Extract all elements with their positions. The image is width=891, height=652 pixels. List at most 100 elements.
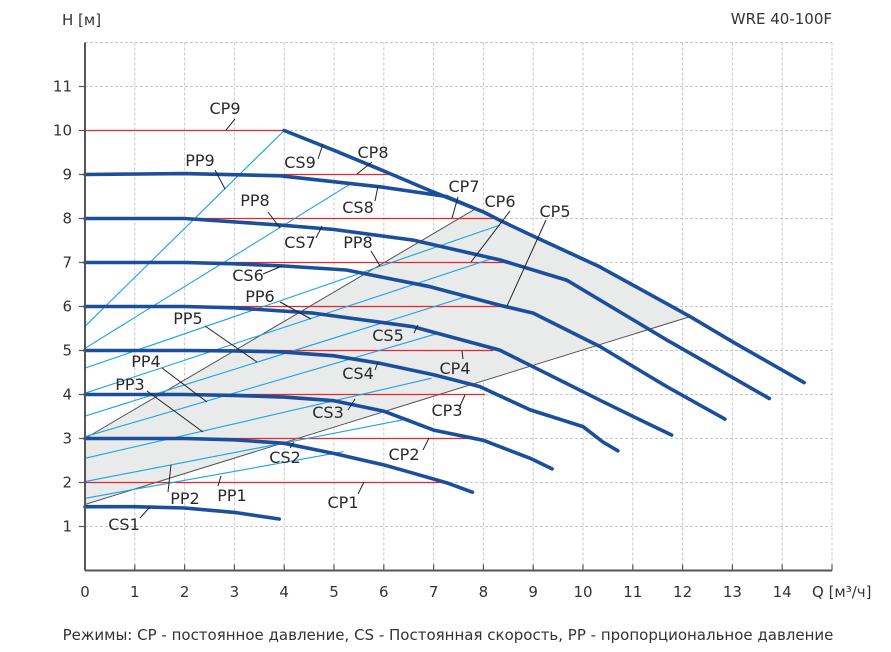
cs-curve-cs6 <box>83 260 727 421</box>
x-tick-label: 6 <box>379 583 389 601</box>
x-tick-label: 0 <box>80 583 90 601</box>
x-tick-label: 2 <box>180 583 190 601</box>
x-tick-label: 10 <box>573 583 592 601</box>
x-tick-label: 11 <box>623 583 642 601</box>
cs-curve-cs2 <box>83 436 475 495</box>
label-leader <box>146 390 204 433</box>
cs-curve-cs7 <box>83 216 772 401</box>
x-tick-label: 9 <box>528 583 538 601</box>
chart-title: WRE 40-100F <box>731 10 832 28</box>
pp-line-pp6 <box>84 257 494 394</box>
curve-label-cs1: CS1 <box>108 515 140 534</box>
cs-curve-cs5 <box>83 304 674 437</box>
y-tick-label: 5 <box>62 342 72 360</box>
label-leader <box>374 185 379 202</box>
curve-label-cs7: CS7 <box>284 233 316 252</box>
working-area <box>84 209 691 505</box>
curve-label-cp8: CP8 <box>358 143 389 162</box>
label-leader <box>347 398 356 411</box>
curve-label-cs8: CS8 <box>342 198 374 217</box>
y-tick-label: 2 <box>62 474 72 492</box>
label-leader <box>461 350 464 360</box>
x-tick-label: 3 <box>230 583 240 601</box>
label-leader <box>370 250 381 267</box>
curve-label-pp1: PP1 <box>217 486 246 505</box>
curve-label-pp4: PP4 <box>131 352 160 371</box>
label-leader <box>374 361 379 371</box>
curve-label-pp8: PP8 <box>343 233 372 252</box>
x-tick-label: 4 <box>279 583 289 601</box>
label-leader <box>217 475 222 487</box>
label-leader <box>315 225 323 239</box>
pp-line-pp3 <box>84 377 432 459</box>
curve-label-cs3: CS3 <box>312 403 344 422</box>
curve-label-cp2: CP2 <box>389 445 420 464</box>
label-leader <box>279 301 312 320</box>
cs-curve-cs8 <box>83 171 476 210</box>
label-leader <box>167 464 172 493</box>
curve-label-cp5: CP5 <box>540 202 571 221</box>
working-area-fill <box>85 210 691 505</box>
label-leader <box>225 118 236 131</box>
curve-label-pp9: PP9 <box>185 151 214 170</box>
y-tick-label: 3 <box>62 430 72 448</box>
curve-label-cs6: CS6 <box>232 266 264 285</box>
label-leader <box>139 506 151 519</box>
label-leader <box>506 219 547 307</box>
curve-label-pp6: PP6 <box>245 287 274 306</box>
x-tick-label: 8 <box>479 583 489 601</box>
curve-label-pp3: PP3 <box>115 375 144 394</box>
curve-label-cs4: CS4 <box>342 364 374 383</box>
y-tick-label: 8 <box>62 210 72 228</box>
label-leader <box>317 143 324 160</box>
curve-label-cp1: CP1 <box>328 493 359 512</box>
label-leader <box>470 210 511 263</box>
y-tick-label: 9 <box>62 166 72 184</box>
cs-curves <box>83 128 806 521</box>
x-tick-label: 12 <box>673 583 692 601</box>
y-axis-label: H [м] <box>62 11 101 29</box>
curve-label-cp4: CP4 <box>440 359 471 378</box>
curve-label-pp5: PP5 <box>173 309 202 328</box>
curve-label-cs9: CS9 <box>284 153 316 172</box>
curve-label-cp3: CP3 <box>432 401 463 420</box>
curve-label-cp6: CP6 <box>485 192 516 211</box>
label-leader <box>413 324 419 334</box>
cs-curve-cs3 <box>83 392 554 471</box>
grid <box>85 42 833 571</box>
label-leader <box>161 367 208 403</box>
curve-label-cp7: CP7 <box>449 177 480 196</box>
x-tick-label: 13 <box>723 583 742 601</box>
y-tick-label: 7 <box>62 254 72 272</box>
cs-curve-cs4 <box>83 348 620 453</box>
pp-line-pp8 <box>84 182 352 349</box>
x-tick-label: 14 <box>773 583 792 601</box>
label-leader <box>451 196 459 219</box>
y-tick-label: 11 <box>53 78 72 96</box>
pp-line-pp1 <box>84 451 344 499</box>
y-tick-label: 10 <box>53 122 72 140</box>
cs-curve-cs1 <box>83 504 282 521</box>
curve-label-cp9: CP9 <box>210 99 241 118</box>
pp-line-pp8 <box>84 224 500 369</box>
cs-curve-cs9 <box>282 128 806 385</box>
working-area-edge <box>84 316 691 505</box>
curve-label-pp8: PP8 <box>240 191 269 210</box>
label-leader <box>289 441 295 449</box>
x-tick-label: 1 <box>130 583 140 601</box>
label-leader <box>267 211 281 229</box>
label-leader <box>459 394 466 407</box>
y-tick-label: 4 <box>62 386 72 404</box>
curve-label-cs5: CS5 <box>372 326 404 345</box>
pp-line-pp2 <box>84 418 409 483</box>
label-leader <box>356 161 373 175</box>
curve-label-pp2: PP2 <box>170 489 199 508</box>
label-leader <box>262 265 283 275</box>
label-leader <box>204 325 258 363</box>
label-leader <box>357 481 365 495</box>
footnote: Режимы: CP - постоянное давление, CS - П… <box>63 626 834 644</box>
curve-label-cs2: CS2 <box>269 448 301 467</box>
x-axis-label: Q [м³/ч] <box>812 583 872 601</box>
